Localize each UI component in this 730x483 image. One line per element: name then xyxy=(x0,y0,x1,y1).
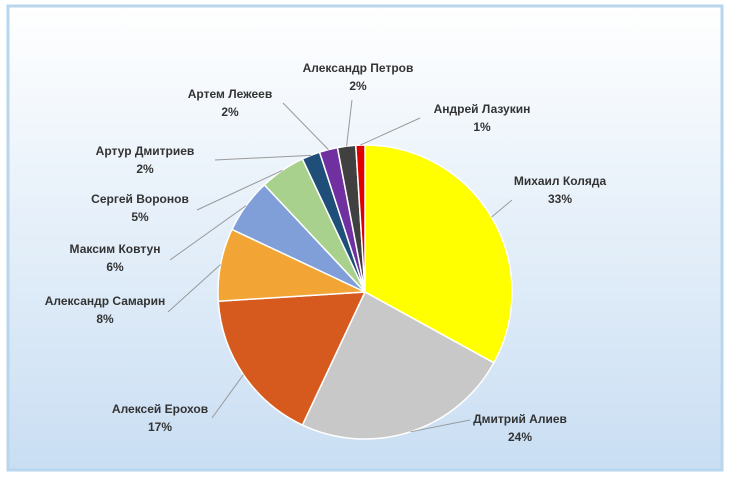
leader-line xyxy=(410,419,471,433)
slice-label: Алексей Ерохов xyxy=(112,402,208,416)
slice-value-label: 17% xyxy=(148,420,172,434)
slice-label: Михаил Коляда xyxy=(514,174,607,188)
pie-slice xyxy=(301,290,495,440)
slice-label: Андрей Лазукин xyxy=(434,102,531,116)
slice-value-label: 2% xyxy=(349,79,367,93)
pie-slice xyxy=(364,144,513,364)
leader-line xyxy=(214,154,311,161)
leader-line xyxy=(211,374,244,419)
slice-label: Александр Петров xyxy=(303,61,414,75)
leader-line xyxy=(169,205,247,261)
slice-label: Александр Самарин xyxy=(45,294,166,308)
slice-value-label: 2% xyxy=(221,105,239,119)
leader-line xyxy=(491,199,513,218)
slice-label: Артур Дмитриев xyxy=(96,144,195,158)
leader-line xyxy=(282,102,329,150)
slice-value-label: 2% xyxy=(136,162,154,176)
slice-value-label: 33% xyxy=(548,192,572,206)
slice-value-label: 24% xyxy=(508,430,532,444)
slice-label: Максим Ковтун xyxy=(70,242,161,256)
slice-label: Дмитрий Алиев xyxy=(473,412,567,426)
slice-label: Артем Лежеев xyxy=(188,87,272,101)
slice-value-label: 5% xyxy=(131,210,149,224)
leader-line xyxy=(360,117,421,146)
leader-line xyxy=(167,264,221,313)
leader-line xyxy=(196,169,283,211)
slice-label: Сергей Воронов xyxy=(91,192,189,206)
slice-value-label: 1% xyxy=(473,120,491,134)
slice-value-label: 8% xyxy=(96,312,114,326)
leader-line xyxy=(346,99,353,147)
slice-value-label: 6% xyxy=(106,260,124,274)
